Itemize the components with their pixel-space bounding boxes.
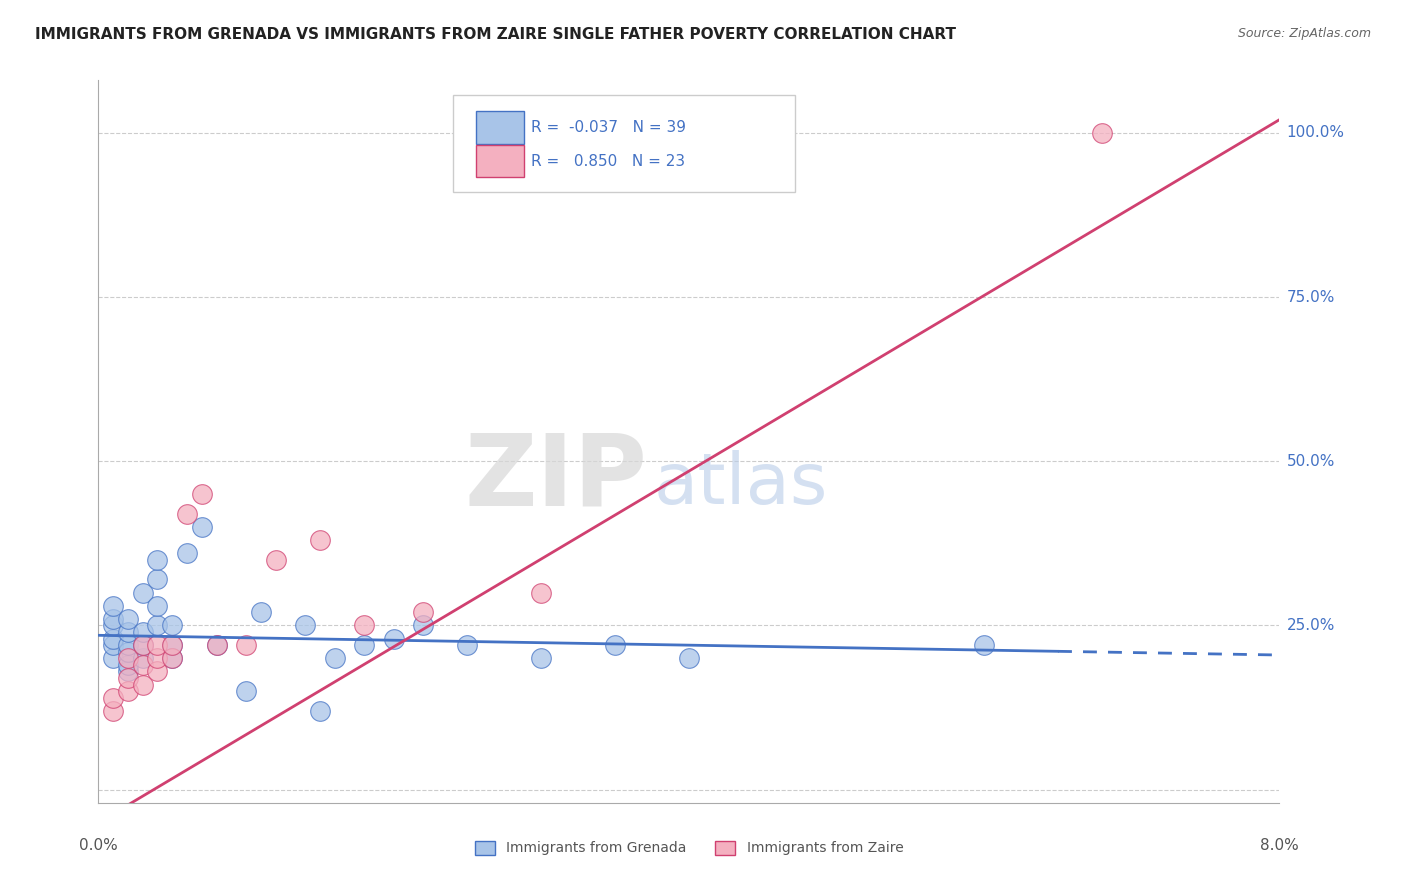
Point (162, 651, 183, 665)
Point (103, 638, 125, 652)
Point (146, 638, 169, 652)
Point (205, 638, 228, 652)
Point (235, 684, 257, 698)
Text: R =  -0.037   N = 39: R = -0.037 N = 39 (530, 120, 686, 135)
Point (103, 632, 125, 646)
Point (132, 657, 155, 672)
Point (103, 618, 125, 632)
Point (117, 684, 139, 698)
Point (530, 585, 553, 599)
Point (146, 553, 169, 567)
Text: Source: ZipAtlas.com: Source: ZipAtlas.com (1237, 27, 1371, 40)
Point (117, 645, 139, 659)
Point (353, 638, 375, 652)
Point (412, 618, 434, 632)
FancyBboxPatch shape (477, 111, 523, 144)
Point (103, 704, 125, 718)
Point (605, 638, 627, 652)
Point (132, 638, 155, 652)
Point (146, 573, 169, 587)
Point (264, 553, 287, 567)
Point (1091, 126, 1114, 140)
Point (117, 612, 139, 626)
Text: 0.0%: 0.0% (79, 838, 118, 853)
Point (205, 638, 228, 652)
Point (323, 651, 346, 665)
FancyBboxPatch shape (477, 145, 523, 178)
Point (146, 618, 169, 632)
Point (162, 618, 183, 632)
Text: 100.0%: 100.0% (1286, 126, 1344, 140)
Point (678, 651, 700, 665)
Point (412, 605, 434, 619)
Point (235, 638, 257, 652)
Point (117, 665, 139, 679)
Point (132, 651, 155, 665)
Text: atlas: atlas (654, 450, 828, 519)
Point (103, 651, 125, 665)
Point (132, 625, 155, 640)
Point (176, 507, 198, 521)
Point (250, 605, 273, 619)
Point (162, 638, 183, 652)
Point (309, 533, 332, 547)
Point (191, 487, 214, 501)
Point (117, 625, 139, 640)
Point (146, 651, 169, 665)
Point (117, 638, 139, 652)
Point (132, 677, 155, 691)
Point (103, 690, 125, 705)
Text: 8.0%: 8.0% (1260, 838, 1299, 853)
Point (117, 651, 139, 665)
Point (457, 638, 479, 652)
Point (132, 585, 155, 599)
Point (309, 704, 332, 718)
Point (117, 657, 139, 672)
Text: ZIP: ZIP (465, 429, 648, 526)
Point (162, 638, 183, 652)
Point (973, 638, 995, 652)
Text: 50.0%: 50.0% (1286, 454, 1334, 468)
Point (191, 520, 214, 534)
Point (353, 618, 375, 632)
Point (132, 638, 155, 652)
Point (146, 665, 169, 679)
Legend: Immigrants from Grenada, Immigrants from Zaire: Immigrants from Grenada, Immigrants from… (470, 835, 908, 861)
Point (294, 618, 316, 632)
Point (176, 546, 198, 560)
Point (382, 632, 405, 646)
Point (530, 651, 553, 665)
Point (103, 612, 125, 626)
Text: IMMIGRANTS FROM GRENADA VS IMMIGRANTS FROM ZAIRE SINGLE FATHER POVERTY CORRELATI: IMMIGRANTS FROM GRENADA VS IMMIGRANTS FR… (35, 27, 956, 42)
Text: 75.0%: 75.0% (1286, 290, 1334, 304)
Point (117, 671, 139, 685)
Point (146, 599, 169, 613)
Text: 25.0%: 25.0% (1286, 618, 1334, 633)
Point (162, 651, 183, 665)
Point (103, 599, 125, 613)
Text: R =   0.850   N = 23: R = 0.850 N = 23 (530, 153, 685, 169)
FancyBboxPatch shape (453, 95, 796, 193)
